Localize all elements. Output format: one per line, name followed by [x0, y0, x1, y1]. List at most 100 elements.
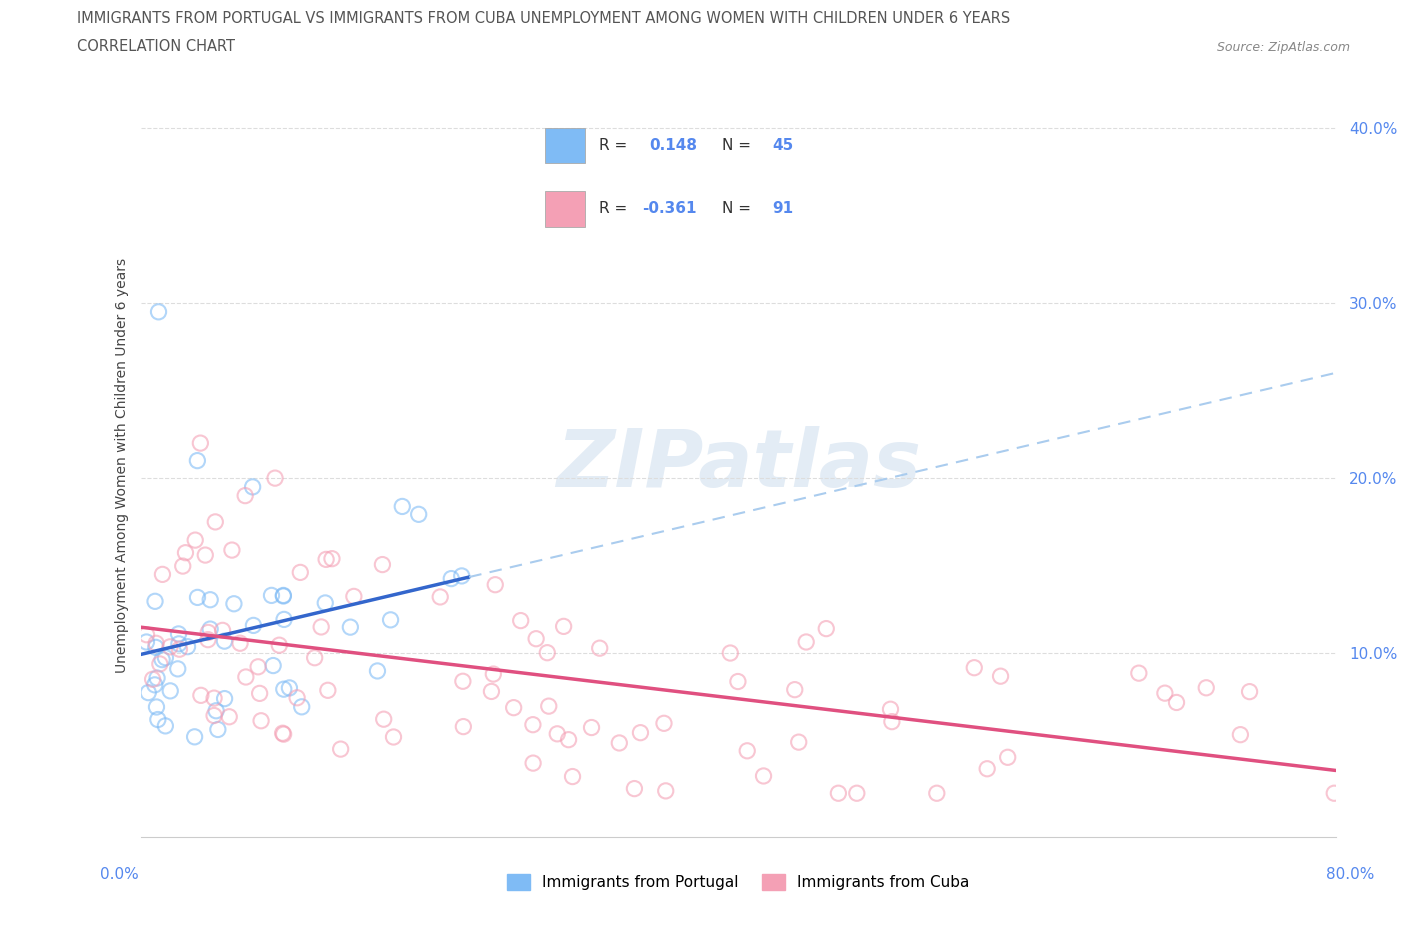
Point: [200, 592, 222, 607]
Point: [262, 658, 284, 673]
Point: [269, 638, 291, 653]
Point: [522, 756, 544, 771]
Point: [321, 551, 343, 566]
Point: [235, 670, 257, 684]
Text: Source: ZipAtlas.com: Source: ZipAtlas.com: [1216, 41, 1350, 54]
Point: [145, 699, 167, 714]
Point: [146, 671, 169, 685]
Point: [1229, 727, 1251, 742]
Point: [450, 568, 472, 583]
Point: [502, 700, 524, 715]
Point: [150, 652, 173, 667]
Point: [166, 661, 188, 676]
Point: [654, 783, 676, 798]
Point: [145, 636, 167, 651]
Point: [314, 595, 336, 610]
Point: [735, 743, 758, 758]
Point: [183, 729, 205, 744]
Point: [1239, 684, 1261, 699]
Point: [250, 713, 273, 728]
Point: [159, 684, 181, 698]
Point: [143, 677, 166, 692]
Point: [273, 682, 295, 697]
Point: [186, 453, 208, 468]
Point: [260, 588, 283, 603]
Point: [408, 507, 430, 522]
Point: [718, 645, 741, 660]
Point: [149, 657, 172, 671]
Point: [581, 720, 603, 735]
Point: [391, 499, 413, 514]
Point: [382, 729, 405, 744]
Point: [329, 741, 352, 756]
Point: [630, 725, 652, 740]
Point: [135, 628, 157, 643]
Y-axis label: Unemployment Among Women with Children Under 6 years: Unemployment Among Women with Children U…: [115, 258, 129, 672]
Point: [727, 674, 749, 689]
Text: CORRELATION CHART: CORRELATION CHART: [77, 39, 235, 54]
Point: [1323, 786, 1346, 801]
Point: [522, 717, 544, 732]
Point: [264, 471, 287, 485]
Point: [484, 578, 506, 592]
Point: [315, 551, 337, 566]
Text: IMMIGRANTS FROM PORTUGAL VS IMMIGRANTS FROM CUBA UNEMPLOYMENT AMONG WOMEN WITH C: IMMIGRANTS FROM PORTUGAL VS IMMIGRANTS F…: [77, 11, 1011, 26]
Point: [155, 719, 177, 734]
Point: [204, 514, 226, 529]
Point: [794, 634, 817, 649]
Point: [623, 781, 645, 796]
Point: [316, 683, 339, 698]
Point: [561, 769, 583, 784]
Point: [229, 636, 252, 651]
Point: [202, 708, 225, 723]
Point: [373, 711, 395, 726]
Point: [167, 636, 190, 651]
Point: [198, 621, 221, 636]
Point: [482, 667, 505, 682]
Point: [309, 619, 332, 634]
Point: [148, 304, 170, 319]
Point: [273, 726, 295, 741]
Point: [271, 725, 294, 740]
Point: [273, 588, 295, 603]
Point: [188, 435, 212, 450]
Point: [880, 714, 903, 729]
Point: [145, 640, 167, 655]
Point: [509, 613, 531, 628]
Point: [194, 548, 217, 563]
Point: [553, 619, 575, 634]
Text: 0.0%: 0.0%: [100, 867, 139, 882]
Point: [184, 533, 207, 548]
Point: [135, 634, 157, 649]
Point: [172, 559, 194, 574]
Point: [536, 645, 558, 660]
Point: [976, 762, 998, 777]
Point: [197, 632, 219, 647]
Point: [290, 565, 312, 579]
Point: [429, 590, 451, 604]
Point: [1128, 666, 1150, 681]
Point: [207, 722, 229, 737]
Point: [169, 642, 191, 657]
Point: [155, 650, 177, 665]
Point: [273, 612, 295, 627]
Point: [214, 633, 236, 648]
Point: [557, 732, 579, 747]
Text: 80.0%: 80.0%: [1326, 867, 1374, 882]
Point: [546, 726, 568, 741]
Point: [221, 542, 243, 557]
Point: [242, 480, 264, 495]
Point: [879, 702, 901, 717]
Point: [222, 596, 245, 611]
Point: [925, 786, 948, 801]
Point: [453, 719, 475, 734]
Point: [152, 567, 174, 582]
Point: [752, 768, 775, 783]
Legend: Immigrants from Portugal, Immigrants from Cuba: Immigrants from Portugal, Immigrants fro…: [501, 868, 976, 897]
Point: [652, 716, 675, 731]
Point: [783, 683, 806, 698]
Point: [159, 640, 181, 655]
Point: [827, 786, 849, 801]
Point: [167, 627, 190, 642]
Point: [537, 698, 560, 713]
